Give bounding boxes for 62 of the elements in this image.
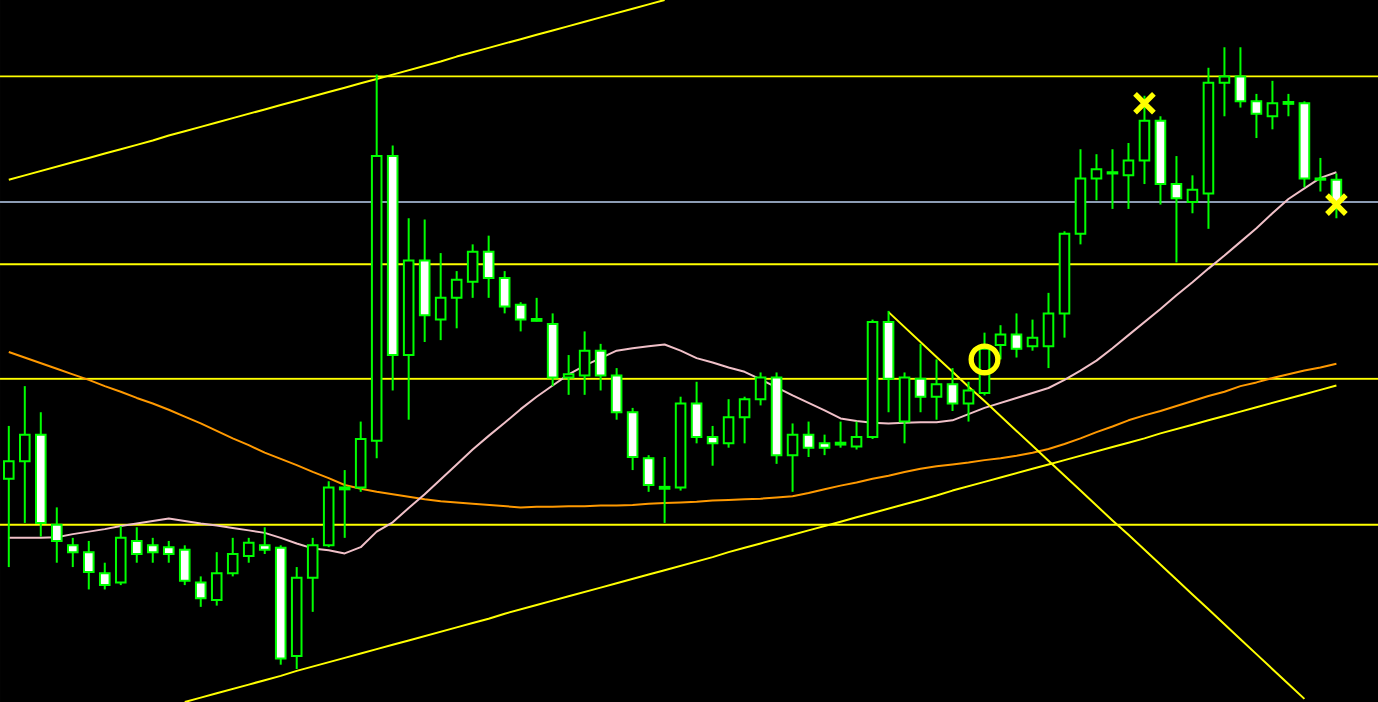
candlestick [1282, 92, 1295, 118]
candlestick [338, 469, 351, 539]
candlestick [1170, 155, 1183, 264]
candlestick [210, 551, 223, 607]
candlestick [194, 575, 207, 608]
candlestick [98, 561, 111, 591]
candlestick [1042, 291, 1055, 370]
candlestick [962, 380, 975, 423]
candlestick [690, 380, 703, 445]
candlestick [498, 270, 511, 315]
candlestick [946, 367, 959, 412]
candlestick [82, 539, 95, 591]
candlestick [1106, 148, 1119, 210]
candlestick [722, 398, 735, 449]
candlestick [1138, 94, 1151, 186]
candlestick [562, 354, 575, 396]
candlestick [306, 536, 319, 613]
candlestick [19, 385, 31, 524]
candlestick [930, 358, 943, 421]
candlestick [658, 456, 671, 524]
candlestick [578, 330, 591, 396]
candlestick [1218, 46, 1231, 118]
candlestick [1314, 156, 1327, 193]
candlestick [482, 234, 495, 299]
candlestick [1122, 142, 1135, 210]
candlestick [754, 371, 767, 407]
candlestick [802, 420, 815, 459]
candlestick [1186, 174, 1199, 215]
candlestick [162, 539, 175, 564]
candlestick [434, 252, 447, 342]
candlestick [514, 301, 527, 333]
candlestick [1090, 153, 1103, 202]
candlestick [994, 324, 1007, 361]
candlestick [1234, 46, 1247, 109]
candlestick [834, 420, 847, 449]
candlestick [898, 371, 911, 445]
candlestick [1026, 318, 1039, 352]
candlestick [1010, 312, 1023, 359]
candlestick [1250, 92, 1263, 140]
candlestick [178, 544, 191, 587]
candlestick [242, 536, 255, 564]
candlestick [642, 454, 655, 493]
candlestick [258, 526, 271, 556]
candlestick [610, 367, 623, 421]
candlestick [626, 406, 639, 472]
candlestick [738, 395, 751, 445]
candlestick [146, 536, 159, 564]
candlestick [66, 536, 79, 569]
candlestick [818, 433, 831, 457]
candlestick [786, 422, 799, 493]
candlestick [850, 420, 863, 451]
candlestick [594, 342, 607, 392]
candlestick [466, 243, 479, 299]
candlestick [226, 536, 239, 578]
candlestick [914, 342, 927, 414]
candlestick [706, 424, 719, 467]
candlestick [114, 525, 127, 587]
candlestick [450, 270, 463, 330]
candlestick [50, 506, 63, 564]
candlestick [130, 526, 143, 564]
candlestick [1266, 79, 1279, 131]
candlestick [530, 296, 543, 323]
